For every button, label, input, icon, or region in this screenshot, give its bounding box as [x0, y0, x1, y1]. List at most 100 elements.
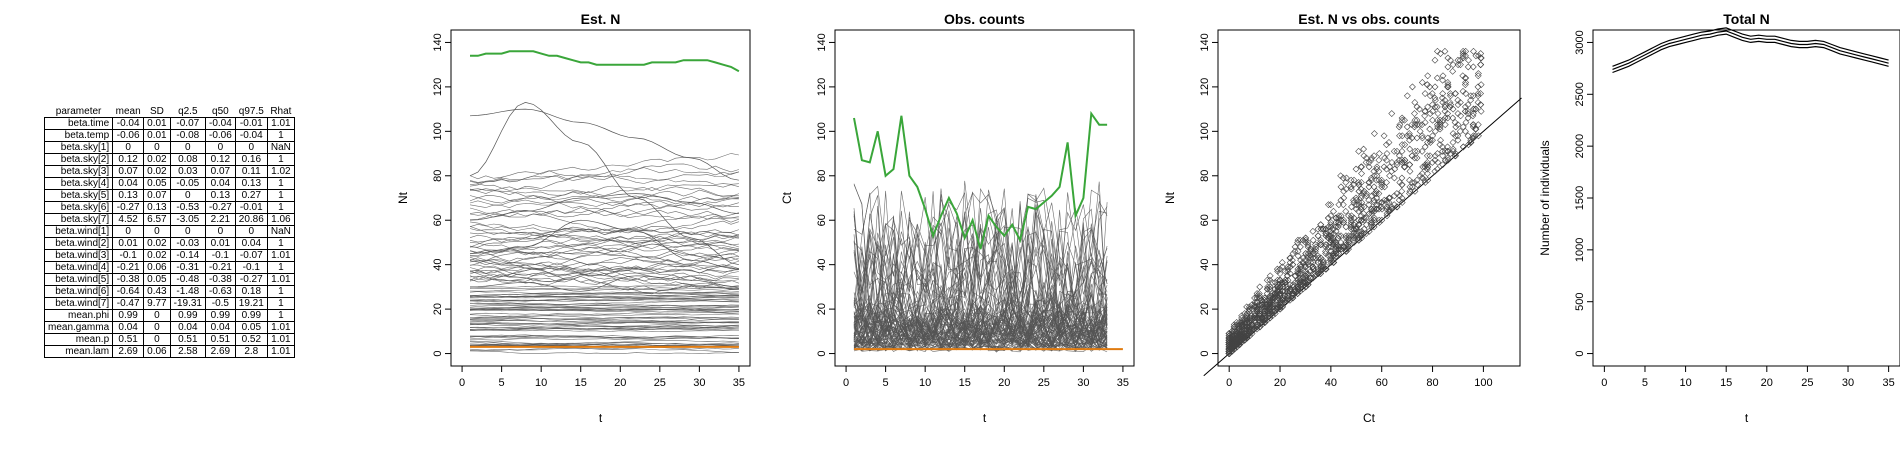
value-cell: 2.69 — [204, 345, 236, 358]
data-point — [1368, 216, 1375, 224]
data-point — [1362, 190, 1370, 197]
y-tick-label: 80 — [432, 170, 444, 182]
data-point — [1357, 163, 1365, 171]
table-row: mean.lam 2.69 0.06 2.58 2.69 2.8 1.01 — [43, 345, 295, 358]
data-point — [1442, 156, 1449, 164]
data-point — [1238, 330, 1246, 337]
data-point — [1266, 303, 1274, 311]
data-point — [1474, 72, 1482, 80]
site-trajectory — [470, 337, 739, 341]
data-point — [1340, 216, 1348, 224]
site-trajectory — [469, 239, 739, 257]
data-point — [1279, 283, 1287, 291]
y-tick-label: 100 — [1199, 122, 1211, 140]
data-point — [1360, 230, 1368, 237]
y-tick-label: 2500 — [1574, 82, 1586, 106]
data-point — [1421, 176, 1429, 184]
data-point — [1358, 163, 1365, 171]
data-point — [1474, 83, 1482, 91]
data-point — [1470, 92, 1477, 100]
data-point — [1454, 110, 1462, 117]
scatter-points — [1225, 47, 1485, 357]
data-point — [1332, 214, 1340, 222]
lower-ci-line — [1612, 33, 1889, 74]
data-point — [1312, 243, 1320, 251]
site-trajectory — [469, 102, 739, 266]
data-point — [1309, 265, 1317, 273]
data-point — [1286, 270, 1294, 277]
site-count-line — [853, 208, 1108, 336]
data-point — [1378, 179, 1385, 186]
data-point — [1261, 307, 1268, 315]
data-point — [1459, 47, 1467, 55]
data-point — [1274, 281, 1282, 289]
data-point — [1350, 214, 1358, 222]
table-row: beta.wind[5] -0.38 0.05 -0.48 -0.38 -0.27 1.01 — [43, 273, 295, 286]
data-point — [1413, 134, 1421, 142]
data-point — [1352, 230, 1360, 237]
plot-frame — [1592, 29, 1900, 367]
site-count-line — [853, 247, 1108, 340]
data-point — [1429, 132, 1437, 140]
data-point — [1296, 265, 1304, 273]
data-point — [1289, 290, 1297, 297]
data-point — [1370, 205, 1378, 213]
data-point — [1472, 125, 1479, 133]
x-tick-label: 35 — [1117, 377, 1129, 389]
data-point — [1416, 105, 1423, 113]
data-point — [1284, 292, 1292, 300]
data-point — [1266, 296, 1274, 304]
data-point — [1248, 325, 1256, 333]
y-tick-label: 2000 — [1574, 134, 1586, 158]
data-point — [1477, 54, 1485, 62]
data-point — [1456, 56, 1464, 64]
data-point — [1378, 199, 1385, 206]
x-tick-label: 40 — [1325, 377, 1337, 389]
data-point — [1350, 234, 1358, 242]
data-point — [1421, 163, 1429, 171]
data-point — [1294, 252, 1302, 260]
x-axis-label: t — [983, 411, 987, 425]
y-tick-label: 100 — [432, 122, 444, 140]
data-point — [1385, 139, 1393, 146]
data-point — [1276, 270, 1284, 277]
data-point — [1332, 250, 1340, 257]
data-point — [1424, 139, 1431, 146]
chart-3: Est. N vs obs. counts 0 20 40 60 80 100 0 20 40 60… — [1163, 11, 1522, 425]
data-point — [1327, 247, 1335, 255]
data-point — [1294, 267, 1302, 275]
data-point — [1345, 232, 1353, 240]
data-point — [1266, 301, 1274, 309]
y-axis-label: Nt — [396, 191, 410, 204]
data-point — [1469, 63, 1477, 71]
site-count-line — [853, 279, 1108, 341]
data-point — [1266, 276, 1274, 284]
data-point — [1449, 114, 1457, 122]
data-point — [1367, 176, 1375, 184]
data-point — [1459, 50, 1467, 57]
data-point — [1444, 143, 1451, 151]
data-point — [1261, 319, 1269, 326]
site-trajectory — [469, 334, 739, 339]
x-tick-label: 0 — [1226, 377, 1232, 389]
data-point — [1306, 254, 1314, 262]
data-point — [1406, 167, 1414, 175]
data-point — [1246, 323, 1254, 331]
data-point — [1268, 299, 1276, 306]
data-point — [1347, 176, 1355, 184]
site-trajectory — [469, 304, 739, 311]
data-point — [1309, 250, 1317, 257]
data-point — [1398, 174, 1406, 182]
data-point — [1408, 152, 1416, 160]
data-point — [1348, 216, 1355, 224]
data-point — [1390, 201, 1398, 209]
data-point — [1296, 287, 1304, 295]
data-point — [1314, 225, 1322, 233]
data-point — [1228, 347, 1235, 355]
data-point — [1357, 232, 1365, 240]
data-point — [1383, 212, 1391, 220]
data-point — [1327, 252, 1335, 260]
data-point — [1352, 196, 1360, 204]
chart-2: Obs. counts 0 5 10 15 20 25 30 35 0 20 40 60 80 100 120… — [780, 11, 1135, 425]
data-point — [1378, 205, 1386, 213]
